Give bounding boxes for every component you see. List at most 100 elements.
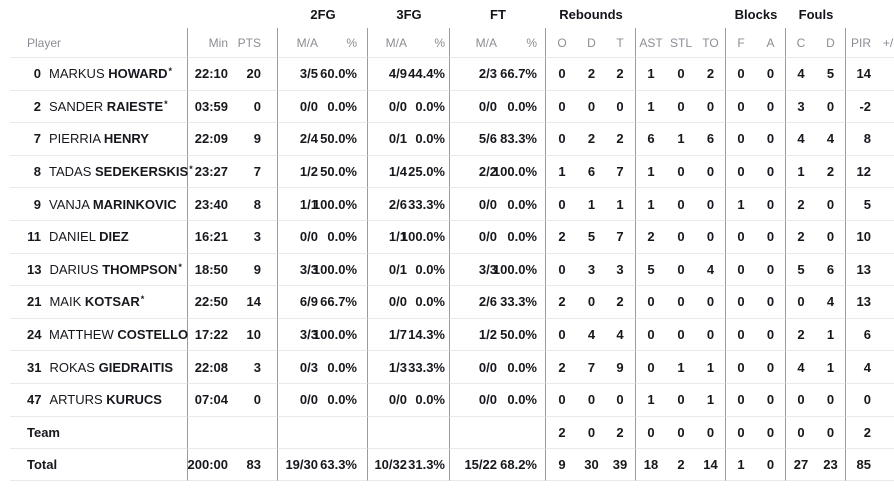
stat-min: 18:50	[188, 252, 232, 286]
stat-ast: 5	[636, 252, 666, 286]
stat-reb_t: 7	[605, 219, 636, 253]
stat-blk_a: 0	[756, 57, 786, 90]
stat-pm	[876, 89, 894, 123]
stat-pm	[876, 350, 894, 383]
stat-ft_pct: 100.0%	[493, 252, 546, 286]
stat-reb_o: 0	[546, 89, 578, 123]
stat-to: 0	[696, 219, 726, 253]
column-header-fg3_ma: M/A	[385, 35, 407, 50]
stat-fg3_pct: 0.0%	[411, 382, 450, 416]
stat-blk_f: 0	[726, 154, 756, 188]
stat-pm	[876, 317, 894, 351]
group-header-2fg: 2FG	[310, 6, 336, 22]
stat-reb_d: 6	[578, 154, 605, 188]
jersey-number: 11	[27, 229, 41, 245]
stat-fg2_pct: 0.0%	[322, 382, 368, 416]
starter-mark: *	[164, 98, 168, 109]
stat-reb_t: 1	[605, 187, 636, 220]
stat-blk_f: 0	[726, 350, 756, 383]
stat-pts: 14	[232, 285, 278, 318]
stat-pir: 13	[846, 252, 876, 286]
column-header-pts: PTS	[232, 28, 278, 57]
stat-pir: 12	[846, 154, 876, 188]
jersey-number: 24	[27, 327, 42, 343]
player-name[interactable]: ARTURS KURUCS	[49, 392, 162, 408]
stat-foul_c: 2	[786, 219, 816, 253]
stat-reb_o: 9	[546, 448, 578, 481]
stat-pts: 0	[232, 89, 278, 123]
stat-blk_a: 0	[756, 382, 786, 416]
stat-reb_o: 2	[546, 415, 578, 449]
column-header-foul_d: D	[816, 28, 846, 57]
stat-min: 22:50	[188, 285, 232, 318]
stat-to: 2	[696, 57, 726, 90]
player-name[interactable]: DARIUS THOMPSON*	[49, 261, 182, 277]
player-name[interactable]: TADAS SEDEKERSKIS*	[49, 164, 193, 180]
stat-stl: 0	[666, 219, 696, 253]
player-name[interactable]: MARKUS HOWARD*	[49, 66, 172, 82]
stat-foul_c: 0	[786, 415, 816, 449]
player-name[interactable]: MATTHEW COSTELLO	[49, 327, 189, 343]
player-name[interactable]: MAIK KOTSAR*	[49, 294, 145, 310]
stat-ast: 1	[636, 57, 666, 90]
stat-reb_d: 0	[578, 415, 605, 449]
player-cell: 7 PIERRIA HENRY	[10, 122, 188, 155]
stat-blk_f: 0	[726, 415, 756, 449]
stat-pir: 4	[846, 350, 876, 383]
stat-blk_f: 0	[726, 89, 756, 123]
stat-to: 0	[696, 285, 726, 318]
stat-ast: 1	[636, 89, 666, 123]
stat-ft_ma: 1/2	[450, 317, 501, 351]
stat-fg2_ma: 0/0	[278, 382, 322, 416]
stat-foul_d: 1	[816, 317, 846, 351]
stat-fg3_ma: 1/1	[368, 219, 411, 253]
stat-pts: 3	[232, 350, 278, 383]
stat-stl: 0	[666, 317, 696, 351]
stat-to: 0	[696, 154, 726, 188]
stat-blk_a: 0	[756, 89, 786, 123]
stat-fg2_pct: 0.0%	[322, 219, 368, 253]
stat-blk_a: 0	[756, 350, 786, 383]
stat-ft_ma: 2/6	[450, 285, 501, 318]
stat-fg3_ma: 1/7	[368, 317, 411, 351]
stat-foul_d: 0	[816, 89, 846, 123]
stat-reb_t: 2	[605, 285, 636, 318]
stat-fg2_ma: 3/5	[278, 57, 322, 90]
stat-fg2_ma: 0/0	[278, 219, 322, 253]
stat-reb_d: 0	[578, 382, 605, 416]
column-header-ft_ma: M/A	[475, 35, 497, 50]
starter-mark: *	[140, 294, 145, 305]
player-name[interactable]: DANIEL DIEZ	[49, 229, 129, 245]
stat-blk_f: 0	[726, 285, 756, 318]
stat-fg3_pct: 33.3%	[408, 187, 450, 220]
stat-stl: 0	[666, 285, 696, 318]
stat-reb_d: 2	[578, 122, 605, 155]
stat-ft_pct: 100.0%	[493, 154, 546, 188]
stat-foul_d: 0	[816, 415, 846, 449]
column-header-fg2_pct: %	[322, 28, 368, 57]
stat-foul_c: 4	[786, 57, 816, 90]
stat-fg3_pct: 14.3%	[408, 317, 450, 351]
stat-foul_c: 4	[786, 350, 816, 383]
player-name[interactable]: ROKAS GIEDRAITIS	[49, 359, 173, 375]
box-score-table: 2FG 3FG FT Rebounds Blocks Fouls Player M…	[10, 0, 894, 481]
stat-reb_o: 2	[546, 350, 578, 383]
stat-blk_a: 0	[756, 317, 786, 351]
stat-to: 0	[696, 89, 726, 123]
player-name[interactable]: SANDER RAIESTE*	[49, 98, 168, 114]
stat-foul_c: 4	[786, 122, 816, 155]
player-cell: 0 MARKUS HOWARD*	[10, 57, 188, 90]
stat-fg2_ma: 2/4	[278, 122, 322, 155]
stat-fg2_pct: 0.0%	[322, 350, 368, 383]
stat-ast: 2	[636, 219, 666, 253]
stat-pts: 83	[232, 448, 278, 481]
stat-fg3_ma: 0/0	[368, 382, 411, 416]
stat-stl: 0	[666, 154, 696, 188]
stat-reb_d: 5	[578, 219, 605, 253]
player-name[interactable]: PIERRIA HENRY	[49, 131, 149, 147]
stat-blk_a: 0	[756, 448, 786, 481]
stat-reb_t: 0	[605, 89, 636, 123]
stat-to: 0	[696, 317, 726, 351]
stat-ast: 18	[636, 448, 666, 481]
player-name[interactable]: VANJA MARINKOVIC	[49, 196, 177, 212]
